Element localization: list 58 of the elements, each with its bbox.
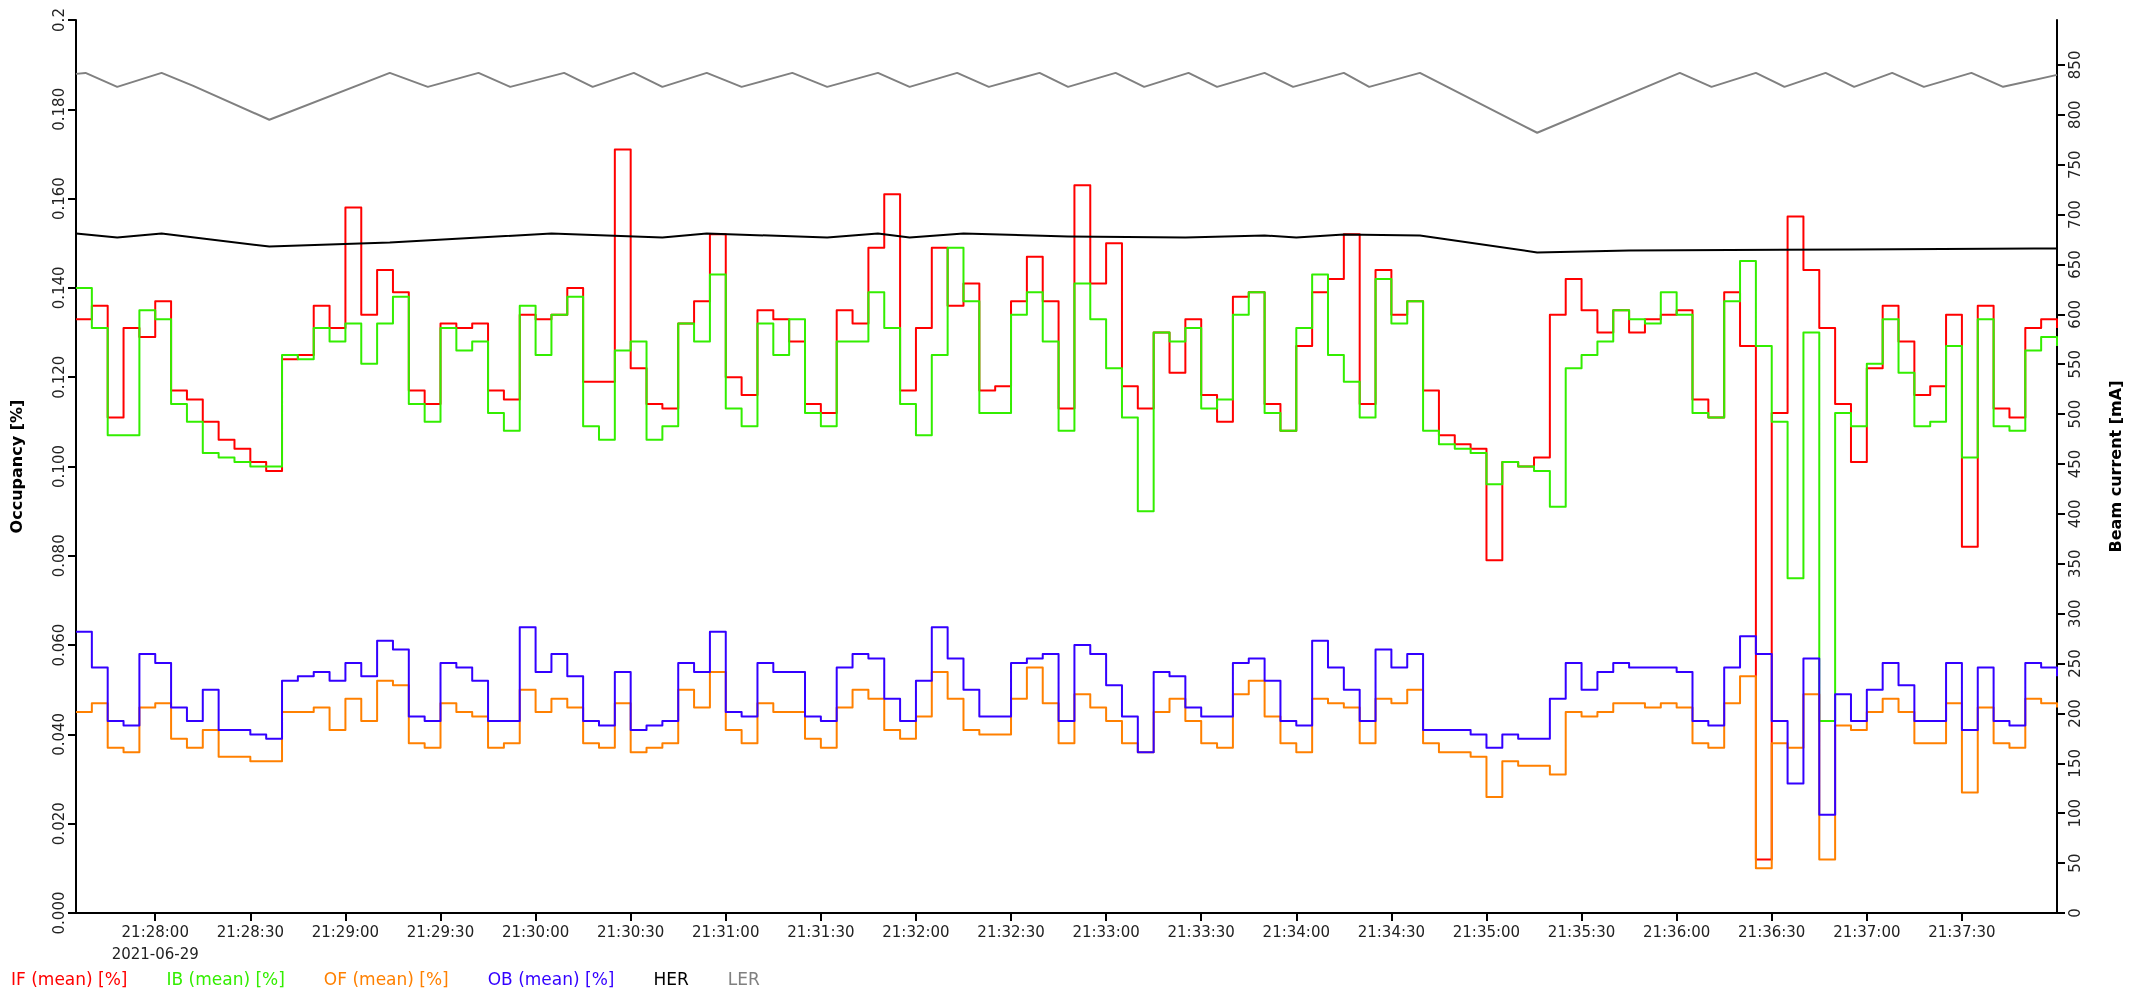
- x-tick-label: 21:29:30: [406, 923, 475, 941]
- y2-tick-label: 850: [2065, 50, 2084, 80]
- y2-tick-label: 250: [2065, 649, 2084, 678]
- y-tick-label: 0.080: [49, 534, 68, 578]
- x-tick-label: 21:29:00: [311, 923, 380, 941]
- y2-tick-label: 550: [2065, 349, 2084, 379]
- y2-tick-label: 100: [2065, 798, 2084, 828]
- y2-tick-label: 0: [2065, 908, 2084, 918]
- y2-tick-label: 300: [2065, 599, 2084, 628]
- y-tick-label: 0.000: [49, 891, 68, 935]
- y2-tick-label: 500: [2065, 399, 2084, 429]
- x-tick-label: 21:36:00: [1642, 923, 1711, 941]
- text: OB (mean) [%]: [487, 968, 615, 989]
- text: LER: [727, 968, 761, 989]
- y2-tick-label: 350: [2065, 549, 2084, 579]
- text: HER: [653, 968, 689, 989]
- x-tick-label: 21:30:00: [501, 923, 570, 941]
- y2-tick-label: 200: [2065, 699, 2084, 728]
- x-tick-label: 21:32:00: [882, 923, 950, 941]
- y2-tick-label: 800: [2065, 100, 2084, 130]
- x-tick-label: 21:34:00: [1262, 923, 1330, 941]
- text: OF (mean) [%]: [323, 968, 449, 989]
- y2-tick-label: 600: [2065, 300, 2084, 329]
- y-tick-label: 0.120: [49, 355, 68, 399]
- x-tick-label: 21:31:30: [787, 923, 855, 941]
- x-tick-label: 21:36:30: [1738, 923, 1806, 941]
- x-tick-label: 21:32:30: [977, 923, 1045, 941]
- y2-axis-title: Beam current [mA]: [2105, 380, 2125, 553]
- y2-tick-label: 650: [2065, 250, 2084, 279]
- y2-tick-label: 400: [2065, 499, 2084, 529]
- x-tick-label: 21:37:30: [1928, 923, 1996, 941]
- text: IF (mean) [%]: [11, 968, 128, 989]
- y-tick-label: 0.060: [49, 623, 68, 667]
- y-tick-label: 0.100: [49, 445, 68, 488]
- x-tick-label: 21:33:30: [1167, 923, 1235, 941]
- x-tick-label: 21:34:30: [1357, 923, 1426, 941]
- y-tick-label: 0.2: [49, 8, 68, 32]
- y2-tick-label: 150: [2065, 749, 2084, 778]
- x-tick-label: 21:28:00 2021-06-29: [111, 923, 199, 963]
- x-tick-label: 21:35:30: [1547, 923, 1616, 941]
- y-axis-title: Occupancy [%]: [6, 399, 26, 534]
- line-series: [75, 71, 2058, 134]
- x-tick-label: 21:28:30: [216, 923, 285, 941]
- x-tick-label: 21:31:00: [692, 923, 760, 941]
- y2-tick-label: 750: [2065, 150, 2084, 179]
- y2-tick-label: 700: [2065, 200, 2084, 229]
- y2-tick-label: 50: [2065, 853, 2084, 873]
- y-tick-label: 0.020: [49, 802, 68, 846]
- y-tick-label: 0.160: [49, 177, 68, 221]
- y-tick-label: 0.180: [49, 87, 68, 131]
- y-tick-label: 0.040: [49, 712, 68, 756]
- text: IB (mean) [%]: [166, 968, 285, 989]
- y-tick-label: 0.140: [49, 266, 68, 310]
- x-tick-label: 21:37:00: [1833, 923, 1901, 941]
- y2-tick-label: 450: [2065, 449, 2084, 479]
- x-tick-label: 21:30:30: [596, 923, 665, 941]
- x-tick-label: 21:35:00: [1452, 923, 1521, 941]
- x-tick-label: 21:33:00: [1072, 923, 1140, 941]
